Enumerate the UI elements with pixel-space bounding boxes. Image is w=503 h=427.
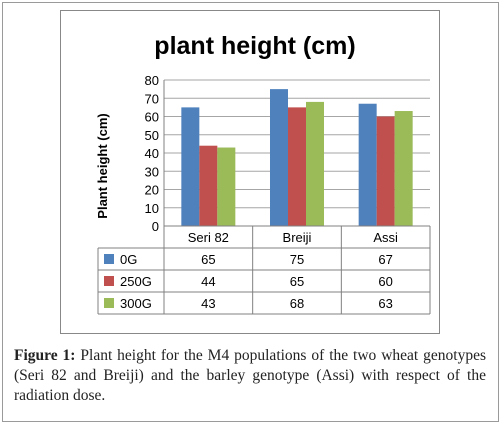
data-label: 75 (290, 252, 304, 267)
y-tick-label: 50 (145, 128, 159, 143)
data-label: 67 (378, 252, 392, 267)
data-label: 44 (201, 274, 215, 289)
y-tick-label: 10 (145, 201, 159, 216)
legend-key (104, 254, 114, 264)
plot-area: 0 10 20 30 40 50 60 70 80 Seri 82 Breiji Assi 0G 65 75… (97, 73, 431, 315)
caption-text: Plant height for the M4 populations of t… (14, 347, 487, 404)
data-label: 65 (201, 252, 215, 267)
legend-label: 300G (120, 296, 152, 311)
y-tick-label: 80 (145, 73, 159, 88)
caption-label: Figure 1: (14, 347, 76, 364)
bar (306, 101, 324, 226)
y-tick-label: 30 (145, 164, 159, 179)
chart-title: plant height (cm) (154, 32, 355, 60)
x-tick-label: Breiji (283, 230, 312, 245)
bar-chart: plant height (cm) Plant height (cm) 0 10 2… (95, 32, 431, 315)
bar (270, 89, 288, 226)
y-tick-label: 70 (145, 91, 159, 106)
data-label: 60 (378, 274, 392, 289)
legend-key (104, 276, 114, 286)
data-label: 43 (201, 296, 215, 311)
y-tick-label: 20 (145, 183, 159, 198)
data-label: 63 (378, 296, 392, 311)
bar (394, 111, 413, 226)
figure-caption: Figure 1: Plant height for the M4 popula… (14, 346, 486, 406)
x-tick-label: Assi (373, 230, 398, 245)
y-tick-label: 0 (152, 219, 159, 234)
bar (217, 147, 236, 226)
bar (358, 103, 377, 226)
legend-label: 250G (120, 274, 152, 289)
bar (376, 116, 395, 226)
bar (199, 145, 218, 226)
data-label: 65 (290, 274, 304, 289)
bar (181, 107, 200, 226)
y-tick-label: 40 (145, 146, 159, 161)
legend-key (104, 298, 114, 308)
bar (288, 107, 306, 226)
y-tick-label: 60 (145, 110, 159, 125)
legend-label: 0G (120, 252, 137, 267)
data-label: 68 (290, 296, 304, 311)
y-axis-label: Plant height (cm) (95, 113, 110, 218)
x-tick-label: Seri 82 (188, 230, 229, 245)
